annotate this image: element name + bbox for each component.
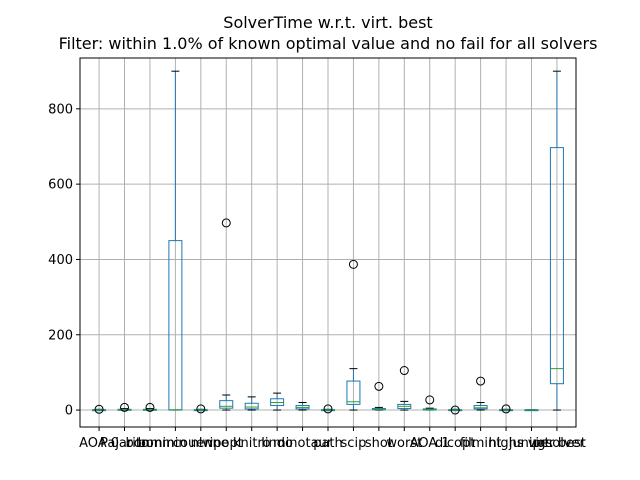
x-tick-label: ipopt: [210, 436, 243, 451]
outlier-point: [501, 404, 511, 414]
outlier-point: [476, 376, 486, 386]
outlier-point: [120, 402, 130, 412]
outlier-point: [94, 404, 104, 414]
chart-title: SolverTime w.r.t. virt. best: [223, 13, 432, 32]
iqr-box: [244, 402, 259, 410]
box-group: [499, 404, 514, 414]
outlier-point: [221, 218, 231, 228]
outlier-point: [399, 366, 409, 376]
x-tick-label: scip: [341, 436, 367, 451]
box-group: [549, 70, 564, 411]
outlier-point: [450, 405, 460, 415]
y-tick-label: 400: [48, 253, 73, 268]
x-tick-label: minotaur: [273, 436, 333, 451]
box-group: [321, 404, 335, 414]
iqr-box: [219, 400, 234, 409]
box-group: [270, 392, 285, 411]
box-group: [244, 396, 259, 411]
box-group: [397, 366, 412, 411]
x-tick-label: dicopt: [435, 436, 475, 451]
x-tick-label: couenne: [173, 436, 229, 451]
box-group: [295, 402, 310, 411]
box-group: [346, 259, 361, 411]
x-tick-label: worst: [386, 436, 422, 451]
grid-layer: [80, 58, 576, 427]
x-tick-label: lindo: [261, 436, 293, 451]
x-tick-label: shot: [365, 436, 393, 451]
iqr-box: [346, 380, 361, 405]
chart-subtitle: Filter: within 1.0% of known optimal val…: [59, 34, 598, 53]
y-tick-label: 600: [48, 178, 73, 193]
outlier-point: [374, 381, 384, 391]
box-group: [422, 395, 437, 411]
y-tick-label: 0: [65, 404, 73, 419]
box-group: [448, 405, 463, 415]
box-group: [168, 70, 183, 411]
x-tick-label: juniper: [508, 436, 555, 451]
outlier-point: [348, 259, 358, 269]
box-group: [193, 404, 208, 414]
box-layer: [92, 70, 564, 415]
box-group: [371, 381, 386, 411]
outlier-point: [145, 402, 155, 412]
x-tick-label: ugsolver: [529, 436, 586, 451]
box-group: [142, 402, 157, 412]
iqr-box: [549, 147, 564, 385]
x-tick-label: bonmin nlw: [138, 436, 214, 451]
x-tick-label: AOA 0: [79, 436, 119, 451]
x-tick-label: filmint: [460, 436, 501, 451]
box-group: [92, 404, 107, 414]
box-group: [117, 402, 132, 412]
box-group: [219, 218, 234, 411]
x-tick-label: path: [313, 436, 343, 451]
plot-frame: [79, 57, 577, 428]
x-tick-label: bonmin: [125, 436, 174, 451]
x-tick-label: virt. best: [528, 436, 586, 451]
outlier-point: [425, 395, 435, 405]
y-tick-label: 200: [48, 328, 73, 343]
x-tick-label: highs: [488, 436, 523, 451]
outlier-point: [196, 404, 206, 414]
x-tick-label: AOA 1: [410, 436, 450, 451]
iqr-box: [473, 405, 488, 410]
box-group: [473, 376, 488, 411]
box-group: [524, 409, 539, 412]
x-tick-label: Pajarito: [100, 436, 149, 451]
y-tick-label: 800: [48, 102, 73, 117]
outlier-point: [323, 404, 333, 414]
x-tick-label: knitro: [233, 436, 271, 451]
